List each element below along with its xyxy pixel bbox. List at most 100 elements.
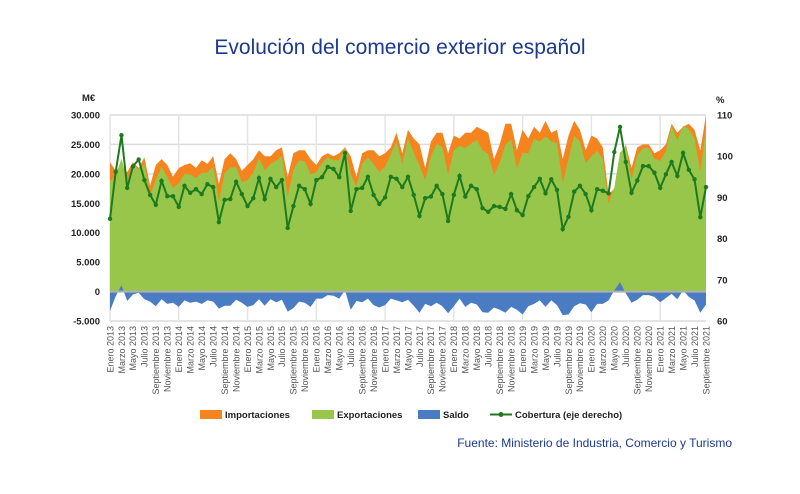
point-cobertura: [107, 216, 113, 222]
x-tick-label: Enero 2013: [105, 326, 115, 373]
point-cobertura: [170, 193, 176, 199]
point-cobertura: [623, 159, 628, 165]
point-cobertura: [657, 185, 663, 191]
point-cobertura: [119, 132, 124, 138]
x-tick-label: Mayo 2016: [335, 326, 345, 371]
point-cobertura: [331, 166, 336, 172]
point-cobertura: [698, 214, 703, 220]
point-cobertura: [451, 192, 457, 198]
chart-title: Evolución del comercio exterior español: [214, 36, 586, 59]
x-tick-label: Marzo 2015: [254, 326, 264, 374]
point-cobertura: [520, 212, 525, 218]
point-cobertura: [491, 203, 497, 209]
point-cobertura: [216, 219, 222, 225]
point-cobertura: [646, 163, 651, 169]
point-cobertura: [302, 186, 308, 192]
x-tick-label: Mayo 2020: [610, 326, 620, 371]
point-cobertura: [165, 193, 170, 199]
point-cobertura: [566, 214, 571, 219]
point-cobertura: [474, 186, 479, 192]
y-right-tick: 70: [717, 275, 728, 286]
point-cobertura: [319, 175, 325, 180]
y-right-tick: 60: [717, 317, 728, 328]
point-cobertura: [233, 179, 239, 184]
x-tick-label: Noviembre 2017: [438, 326, 448, 392]
x-tick-label: Septiembre 2016: [357, 326, 367, 395]
point-cobertura: [440, 191, 445, 197]
point-cobertura: [354, 186, 359, 192]
x-tick-label: Enero 2018: [449, 326, 459, 373]
x-tick-label: Mayo 2019: [541, 326, 551, 371]
legend-swatch-marker: [498, 412, 504, 417]
point-cobertura: [497, 204, 502, 210]
point-cobertura: [142, 177, 147, 183]
point-cobertura: [571, 189, 577, 194]
point-cobertura: [583, 191, 588, 197]
point-cobertura: [193, 186, 199, 192]
x-tick-label: Enero 2015: [243, 326, 253, 373]
legend-swatch: [418, 410, 440, 419]
y-right-tick: 110: [717, 111, 732, 122]
x-tick-label: Marzo 2014: [186, 326, 196, 374]
point-cobertura: [113, 169, 118, 175]
point-cobertura: [222, 197, 227, 203]
x-tick-label: Mayo 2021: [678, 326, 688, 371]
point-cobertura: [549, 177, 554, 182]
legend-swatch: [312, 410, 334, 419]
x-tick-label: Septiembre 2018: [495, 326, 505, 395]
point-cobertura: [675, 173, 680, 179]
point-cobertura: [136, 157, 141, 162]
y-left-tick: 25.000: [71, 140, 100, 151]
x-tick-label: Julio 2014: [208, 326, 218, 367]
point-cobertura: [182, 183, 187, 189]
x-tick-label: Septiembre 2019: [564, 326, 574, 395]
x-tick-label: Marzo 2016: [323, 326, 333, 374]
point-cobertura: [617, 124, 623, 130]
x-tick-label: Marzo 2020: [598, 326, 608, 374]
point-cobertura: [394, 176, 399, 182]
legend-label: Importaciones: [225, 410, 290, 421]
point-cobertura: [285, 225, 290, 231]
x-tick-label: Mayo 2018: [472, 326, 482, 371]
point-cobertura: [543, 191, 548, 196]
y-left-tick: 20.000: [71, 169, 100, 180]
x-tick-label: Julio 2013: [140, 326, 150, 367]
point-cobertura: [468, 183, 474, 189]
x-tick-label: Enero 2019: [518, 326, 528, 373]
point-cobertura: [199, 191, 204, 197]
point-cobertura: [153, 202, 159, 208]
point-cobertura: [612, 149, 617, 155]
point-cobertura: [130, 164, 136, 169]
x-tick-label: Noviembre 2013: [163, 326, 173, 392]
x-tick-label: Enero 2014: [174, 326, 184, 373]
x-tick-label: Julio 2016: [346, 326, 356, 367]
x-tick-label: Marzo 2013: [117, 326, 127, 374]
point-cobertura: [371, 192, 376, 198]
y-right-tick: 90: [717, 193, 728, 204]
point-cobertura: [124, 185, 130, 191]
x-tick-label: Julio 2021: [690, 326, 700, 367]
point-cobertura: [577, 183, 583, 189]
point-cobertura: [594, 186, 600, 192]
x-tick-label: Noviembre 2016: [369, 326, 379, 392]
y-left-tick: -5.000: [73, 317, 100, 328]
y-right-tick: 100: [717, 152, 733, 163]
x-tick-label: Mayo 2017: [403, 326, 413, 371]
point-cobertura: [291, 203, 296, 209]
point-cobertura: [422, 196, 428, 201]
point-cobertura: [686, 167, 692, 172]
point-cobertura: [680, 150, 686, 156]
point-cobertura: [503, 206, 508, 212]
point-cobertura: [508, 191, 514, 197]
point-cobertura: [428, 194, 434, 199]
x-tick-label: Marzo 2019: [529, 326, 539, 374]
point-cobertura: [314, 177, 319, 183]
point-cobertura: [640, 163, 646, 169]
point-cobertura: [400, 184, 405, 190]
point-cobertura: [308, 201, 313, 207]
x-tick-label: Mayo 2015: [266, 326, 276, 371]
point-cobertura: [589, 207, 594, 213]
x-tick-label: Noviembre 2015: [300, 326, 310, 392]
point-cobertura: [256, 175, 262, 181]
